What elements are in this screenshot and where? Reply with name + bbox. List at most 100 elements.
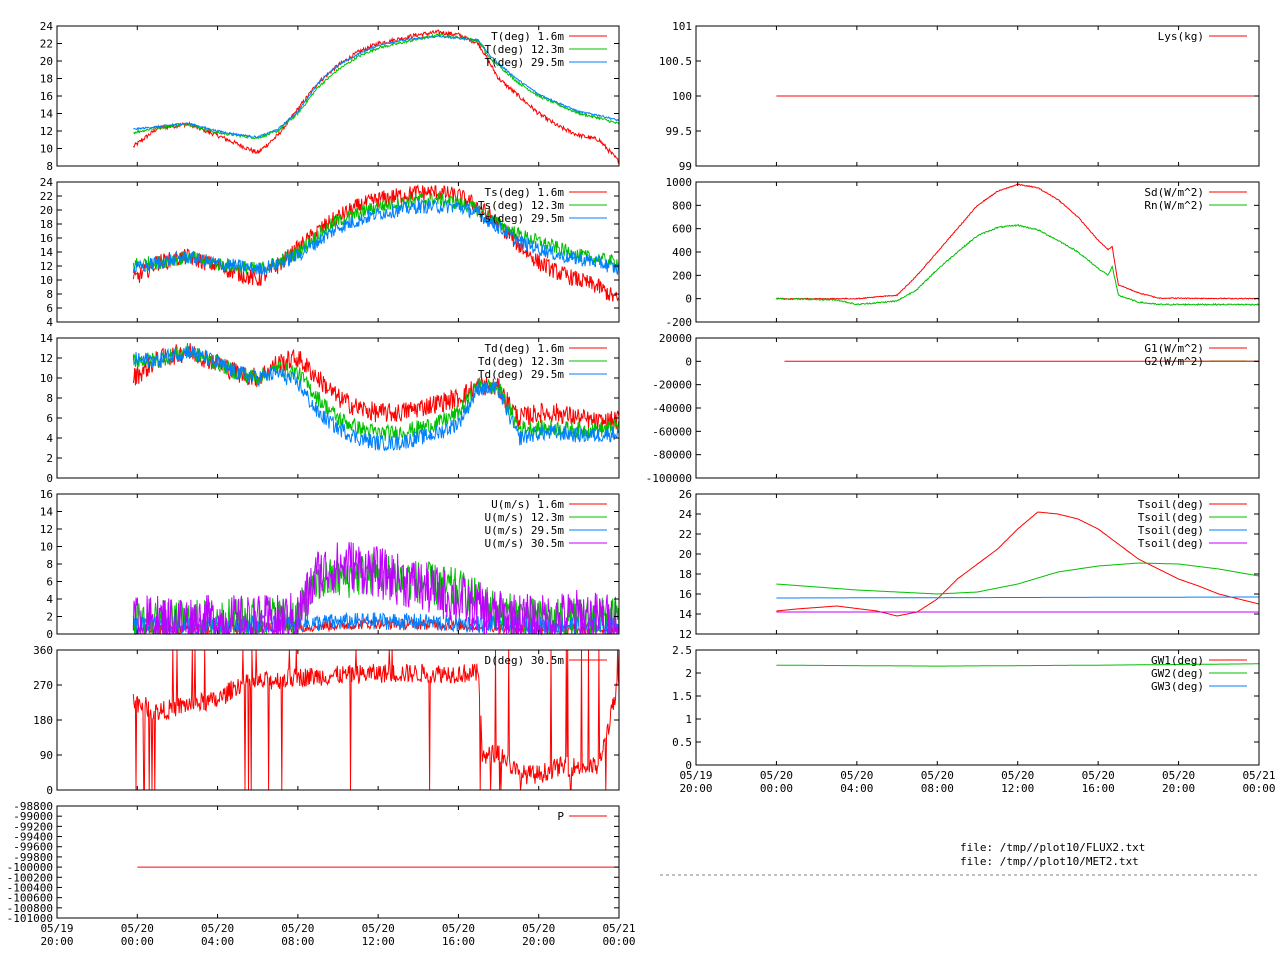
y-tick-label-tsoil-4: 20 [679, 548, 692, 561]
series-line-tsonic-1 [132, 192, 620, 275]
y-tick-label-tsonic-0: 4 [46, 316, 53, 329]
y-tick-label-temp-8: 24 [40, 20, 54, 33]
y-tick-label-tsonic-4: 12 [40, 260, 53, 273]
y-tick-label-temp-5: 18 [40, 73, 53, 86]
series-line-temp-0 [132, 29, 620, 165]
legend-label-tsoil-1: Tsoil(deg) [1138, 511, 1204, 524]
time-tick-label-right-1: 05/20 [760, 769, 793, 782]
y-tick-label-winddir-3: 270 [33, 679, 53, 692]
series-line-tsonic-2 [132, 198, 620, 277]
y-tick-label-tsoil-2: 16 [679, 588, 692, 601]
time-tick-sublabel-left-3: 08:00 [281, 935, 314, 948]
time-tick-label-right-7: 05/21 [1242, 769, 1275, 782]
y-tick-label-tsoil-0: 12 [679, 628, 692, 641]
panel-rad: -200 0 200 400 600 800 1000 Sd(W/m^2)Rn(W/m^2) [666, 176, 1260, 329]
y-tick-label-winddir-2: 180 [33, 714, 53, 727]
y-tick-label-gw-2: 1 [685, 713, 692, 726]
legend-label-pressure-0: P [557, 810, 564, 823]
series-line-temp-1 [133, 33, 620, 140]
y-tick-label-temp-1: 10 [40, 143, 53, 156]
legend-label-gw-0: GW1(deg) [1151, 654, 1204, 667]
y-tick-label-tsoil-1: 14 [679, 608, 693, 621]
y-tick-label-pressure-7: -99600 [13, 841, 53, 854]
y-tick-label-wind-5: 10 [40, 541, 53, 554]
series-line-winddir-0 [132, 649, 620, 791]
y-tick-label-dewpoint-3: 6 [46, 412, 53, 425]
y-tick-label-lys-1: 99.5 [666, 125, 693, 138]
legend-label-tsonic-0: Ts(deg) 1.6m [485, 186, 565, 199]
y-tick-label-gflux-0: -100000 [646, 472, 692, 485]
y-tick-label-temp-0: 8 [46, 160, 53, 173]
legend-label-dewpoint-1: Td(deg) 12.3m [478, 355, 564, 368]
y-tick-label-gw-3: 1.5 [672, 690, 692, 703]
plot-frame-pressure [56, 805, 620, 919]
y-tick-label-winddir-0: 0 [46, 784, 53, 797]
y-tick-label-rad-4: 600 [672, 223, 692, 236]
y-tick-label-tsoil-3: 18 [679, 568, 692, 581]
time-tick-label-right-2: 05/20 [840, 769, 873, 782]
time-tick-label-left-6: 05/20 [522, 922, 555, 935]
y-tick-label-gflux-5: 0 [685, 355, 692, 368]
y-tick-label-gw-0: 0 [685, 759, 692, 772]
series-line-wind-3 [132, 542, 620, 636]
time-tick-label-left-7: 05/21 [602, 922, 635, 935]
y-tick-label-gflux-6: 20000 [659, 332, 692, 345]
legend-label-tsoil-0: Tsoil(deg) [1138, 498, 1204, 511]
y-tick-label-temp-6: 20 [40, 55, 53, 68]
time-tick-sublabel-left-6: 20:00 [522, 935, 555, 948]
legend-label-gflux-0: G1(W/m^2) [1144, 342, 1204, 355]
y-tick-label-temp-2: 12 [40, 125, 53, 138]
y-tick-label-tsonic-2: 8 [46, 288, 53, 301]
panel-winddir: 0 90 180 270 360 D(deg) 30.5m [33, 644, 620, 797]
y-tick-label-wind-1: 2 [46, 611, 53, 624]
y-tick-label-pressure-10: -99000 [13, 810, 53, 823]
y-tick-label-tsonic-7: 18 [40, 218, 53, 231]
y-tick-label-rad-3: 400 [672, 246, 692, 259]
y-tick-label-gw-1: 0.5 [672, 736, 692, 749]
y-tick-label-winddir-4: 360 [33, 644, 53, 657]
time-tick-sublabel-left-1: 00:00 [121, 935, 154, 948]
y-tick-label-temp-3: 14 [40, 108, 54, 121]
y-tick-label-tsonic-9: 22 [40, 190, 53, 203]
time-tick-label-left-1: 05/20 [121, 922, 154, 935]
y-tick-label-wind-7: 14 [40, 506, 54, 519]
plot-frame-gw [695, 649, 1260, 766]
series-line-temp-2 [133, 35, 620, 139]
time-tick-label-right-0: 05/19 [679, 769, 712, 782]
y-tick-label-wind-0: 0 [46, 628, 53, 641]
y-tick-label-pressure-2: -100600 [7, 892, 53, 905]
y-tick-label-pressure-8: -99400 [13, 831, 53, 844]
time-tick-label-left-4: 05/20 [362, 922, 395, 935]
time-tick-sublabel-left-5: 16:00 [442, 935, 475, 948]
y-tick-label-pressure-5: -100000 [7, 861, 53, 874]
time-tick-sublabel-left-7: 00:00 [602, 935, 635, 948]
y-tick-label-gflux-3: -40000 [652, 402, 692, 415]
file-label-2: file: /tmp//plot10/MET2.txt [960, 855, 1139, 868]
time-tick-label-left-5: 05/20 [442, 922, 475, 935]
y-tick-label-dewpoint-7: 14 [40, 332, 54, 345]
legend-label-wind-1: U(m/s) 12.3m [485, 511, 565, 524]
time-tick-label-left-2: 05/20 [201, 922, 234, 935]
y-tick-label-dewpoint-1: 2 [46, 452, 53, 465]
y-tick-label-tsonic-6: 16 [40, 232, 53, 245]
series-line-tsoil-1 [776, 562, 1260, 595]
time-tick-sublabel-left-4: 12:00 [362, 935, 395, 948]
y-tick-label-tsonic-8: 20 [40, 204, 53, 217]
y-tick-label-tsoil-5: 22 [679, 528, 692, 541]
y-tick-label-tsoil-7: 26 [679, 488, 692, 501]
y-tick-label-pressure-3: -100400 [7, 881, 53, 894]
y-tick-label-temp-4: 16 [40, 90, 53, 103]
time-tick-label-right-5: 05/20 [1082, 769, 1115, 782]
y-tick-label-lys-0: 99 [679, 160, 692, 173]
y-tick-label-rad-6: 1000 [666, 176, 693, 189]
y-tick-label-lys-3: 100.5 [659, 55, 692, 68]
time-axis-labels: 05/1920:0005/2000:0005/2004:0005/2008:00… [40, 769, 1275, 948]
y-tick-label-gflux-1: -80000 [652, 449, 692, 462]
legend-label-rad-0: Sd(W/m^2) [1144, 186, 1204, 199]
legend-label-dewpoint-2: Td(deg) 29.5m [478, 368, 564, 381]
y-tick-label-tsonic-1: 6 [46, 302, 53, 315]
